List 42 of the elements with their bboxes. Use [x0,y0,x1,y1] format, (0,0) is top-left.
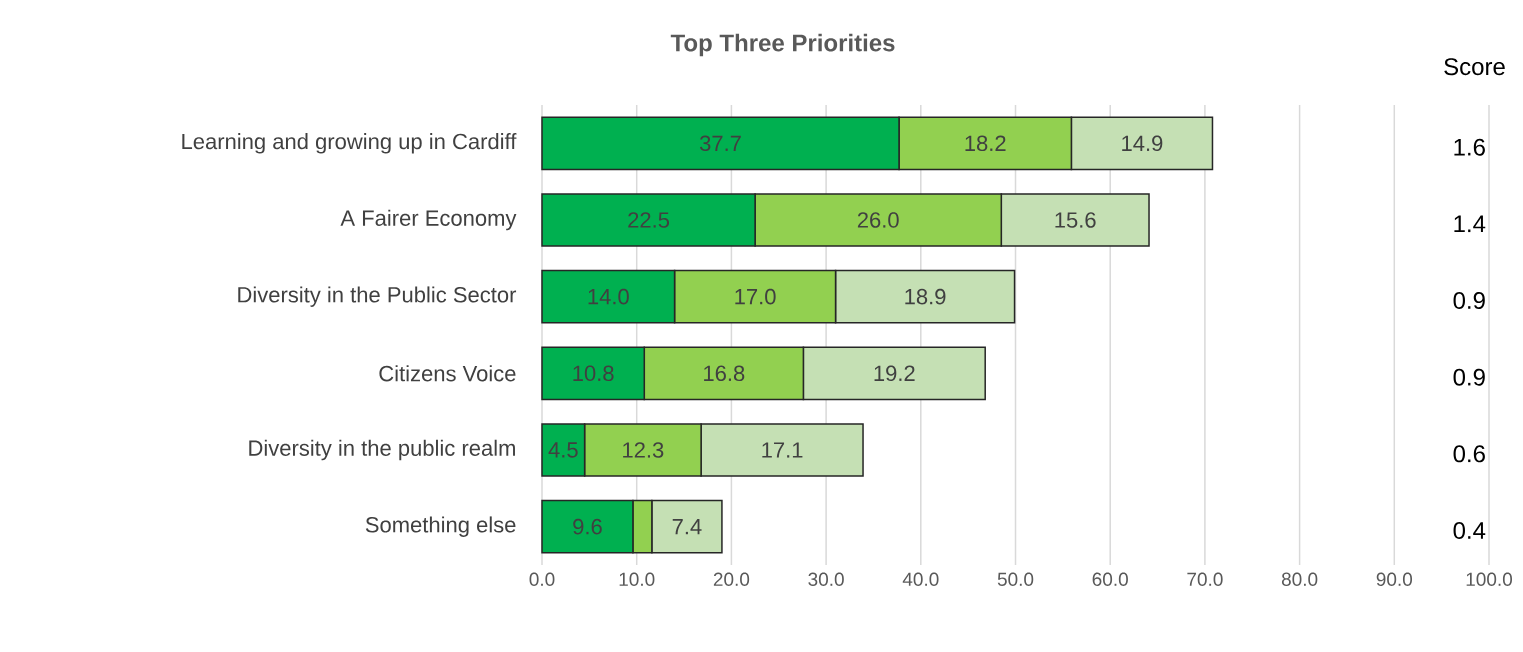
x-tick-label: 40.0 [902,572,939,586]
data-label: 14.0 [588,288,629,305]
data-label: 37.7 [699,135,741,152]
y-tick-label: A Fairer Economy [340,209,517,231]
y-tick-label: Diversity in the public realm [249,439,515,461]
annotation: 1.6 [1454,138,1485,156]
y-tick-label: Something else [365,516,516,537]
y-tick-label: Citizens Voice [379,365,516,382]
data-label: 17.1 [762,442,803,458]
annotation: 0.9 [1453,292,1485,309]
x-tick-label: 70.0 [1187,572,1223,586]
annotation: 1.4 [1454,215,1486,233]
data-label: 16.8 [704,365,745,382]
annotation: 0.9 [1453,368,1485,386]
annotation: 0.4 [1453,522,1486,539]
y-tick-label: Diversity in the Public Sector [238,286,517,307]
data-label: 18.9 [905,288,946,305]
x-tick-label: 60.0 [1092,572,1128,586]
data-label: 7.4 [672,519,702,535]
data-label: 17.0 [735,288,776,305]
data-label: 22.5 [628,212,670,228]
data-label: 19.2 [874,365,915,382]
x-tick-label: 10.0 [619,572,655,586]
text: Score [1444,58,1505,76]
data-label: 4.5 [548,442,578,458]
chart-title: Top Three Priorities [670,33,895,57]
annotation: 0.6 [1453,445,1485,463]
x-tick-label: 80.0 [1281,572,1318,586]
y-tick-label: Learning and growing up in Cardiff [182,133,517,154]
data-label: 26.0 [857,212,899,228]
data-label: 15.6 [1055,212,1096,228]
x-tick-label: 50.0 [997,572,1034,586]
x-tick-label: 100.0 [1466,572,1513,586]
data-label: 9.6 [573,518,602,535]
x-tick-label: 90.0 [1376,572,1413,586]
x-tick-label: 20.0 [713,572,750,586]
data-label: 12.3 [623,442,664,458]
x-tick-label: 0.0 [529,572,555,586]
data-label: 18.2 [965,135,1006,152]
data-label: 10.8 [573,365,614,382]
data-label: 14.9 [1122,135,1163,152]
x-tick-label: 30.0 [808,572,844,586]
